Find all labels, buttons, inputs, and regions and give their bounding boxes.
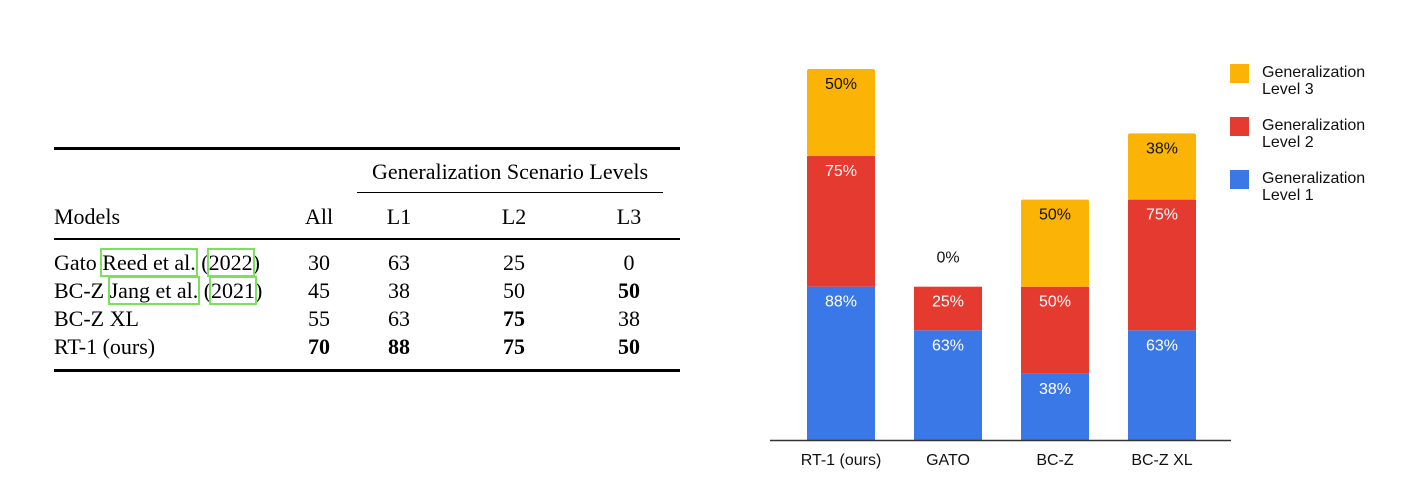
cell-l1: 38 — [388, 278, 410, 303]
data-label: 38% — [1146, 140, 1178, 157]
table-row-model: RT-1 (ours) — [54, 334, 156, 359]
table-row-model: BC-Z XL — [54, 306, 139, 331]
x-tick-label: BC-Z — [1036, 452, 1074, 469]
data-label: 50% — [1039, 207, 1071, 224]
bar-segment — [1021, 373, 1089, 440]
data-label: 38% — [1039, 381, 1071, 398]
legend-swatch — [1230, 64, 1249, 83]
col-header-models: Models — [54, 204, 120, 229]
x-tick-label: BC-Z XL — [1131, 452, 1192, 469]
data-label: 63% — [932, 337, 964, 354]
x-tick-label: RT-1 (ours) — [801, 452, 882, 469]
group-header-rule — [357, 192, 663, 193]
bar-segment — [807, 156, 875, 287]
cell-l2: 25 — [503, 250, 525, 275]
bar-segment — [1021, 199, 1089, 287]
data-label: 88% — [825, 294, 857, 311]
col-header-l1: L1 — [386, 204, 412, 229]
legend-label: Generalization Level 3 — [1262, 64, 1366, 98]
data-label: 75% — [825, 163, 857, 180]
bar-segment — [1128, 199, 1196, 331]
cell-l1: 88 — [388, 334, 410, 359]
legend-label: Generalization Level 1 — [1262, 170, 1366, 204]
data-label: 50% — [1039, 294, 1071, 311]
cell-all: 70 — [308, 334, 330, 359]
col-header-all: All — [304, 204, 334, 229]
table-top-rule — [54, 147, 680, 150]
cell-l2: 75 — [503, 306, 525, 331]
bar-segment — [914, 330, 982, 440]
stacked-bar-chart: 88% 75% 50% RT-1 (ours) 63% 25% 0% GATO 38% 50% 50… — [770, 68, 1231, 469]
data-label: 25% — [932, 294, 964, 311]
bar-segment — [1021, 286, 1089, 374]
col-header-l2: L2 — [501, 204, 527, 229]
group-header: Generalization Scenario Levels — [371, 159, 649, 184]
citation-link[interactable]: Reed et al. — [100, 248, 198, 277]
citation-year-link[interactable]: 2021 — [209, 276, 258, 305]
cell-l3: 50 — [618, 278, 640, 303]
cell-l2: 75 — [503, 334, 525, 359]
x-tick-label: GATO — [926, 452, 970, 469]
cell-all: 45 — [308, 278, 330, 303]
legend-swatch — [1230, 170, 1249, 189]
table-mid-rule — [54, 238, 680, 240]
legend-label: Generalization Level 2 — [1262, 117, 1366, 151]
cell-all: 30 — [308, 250, 330, 275]
citation-link[interactable]: Jang et al. — [107, 276, 201, 305]
cell-l3: 0 — [623, 250, 635, 275]
data-label: 63% — [1146, 337, 1178, 354]
data-label: 75% — [1146, 207, 1178, 224]
bar-segment — [807, 68, 875, 157]
bar-segment — [1128, 330, 1196, 440]
table-row-model: BC-Z Jang et al. (2021) — [54, 276, 263, 305]
bar-segment — [914, 286, 982, 331]
bar-segment — [1128, 133, 1196, 200]
citation-year-link[interactable]: 2022 — [206, 248, 255, 277]
cell-l1: 63 — [388, 306, 410, 331]
cell-l1: 63 — [388, 250, 410, 275]
table-row-model: Gato Reed et al. (2022) — [54, 248, 260, 277]
cell-l2: 50 — [503, 278, 525, 303]
data-label: 0% — [936, 250, 959, 267]
legend-swatch — [1230, 117, 1249, 136]
cell-l3: 50 — [618, 334, 640, 359]
data-label: 50% — [825, 76, 857, 93]
cell-all: 55 — [308, 306, 330, 331]
cell-l3: 38 — [618, 306, 640, 331]
table-bottom-rule — [54, 369, 680, 372]
col-header-l3: L3 — [616, 204, 642, 229]
bar-segment — [807, 286, 875, 440]
